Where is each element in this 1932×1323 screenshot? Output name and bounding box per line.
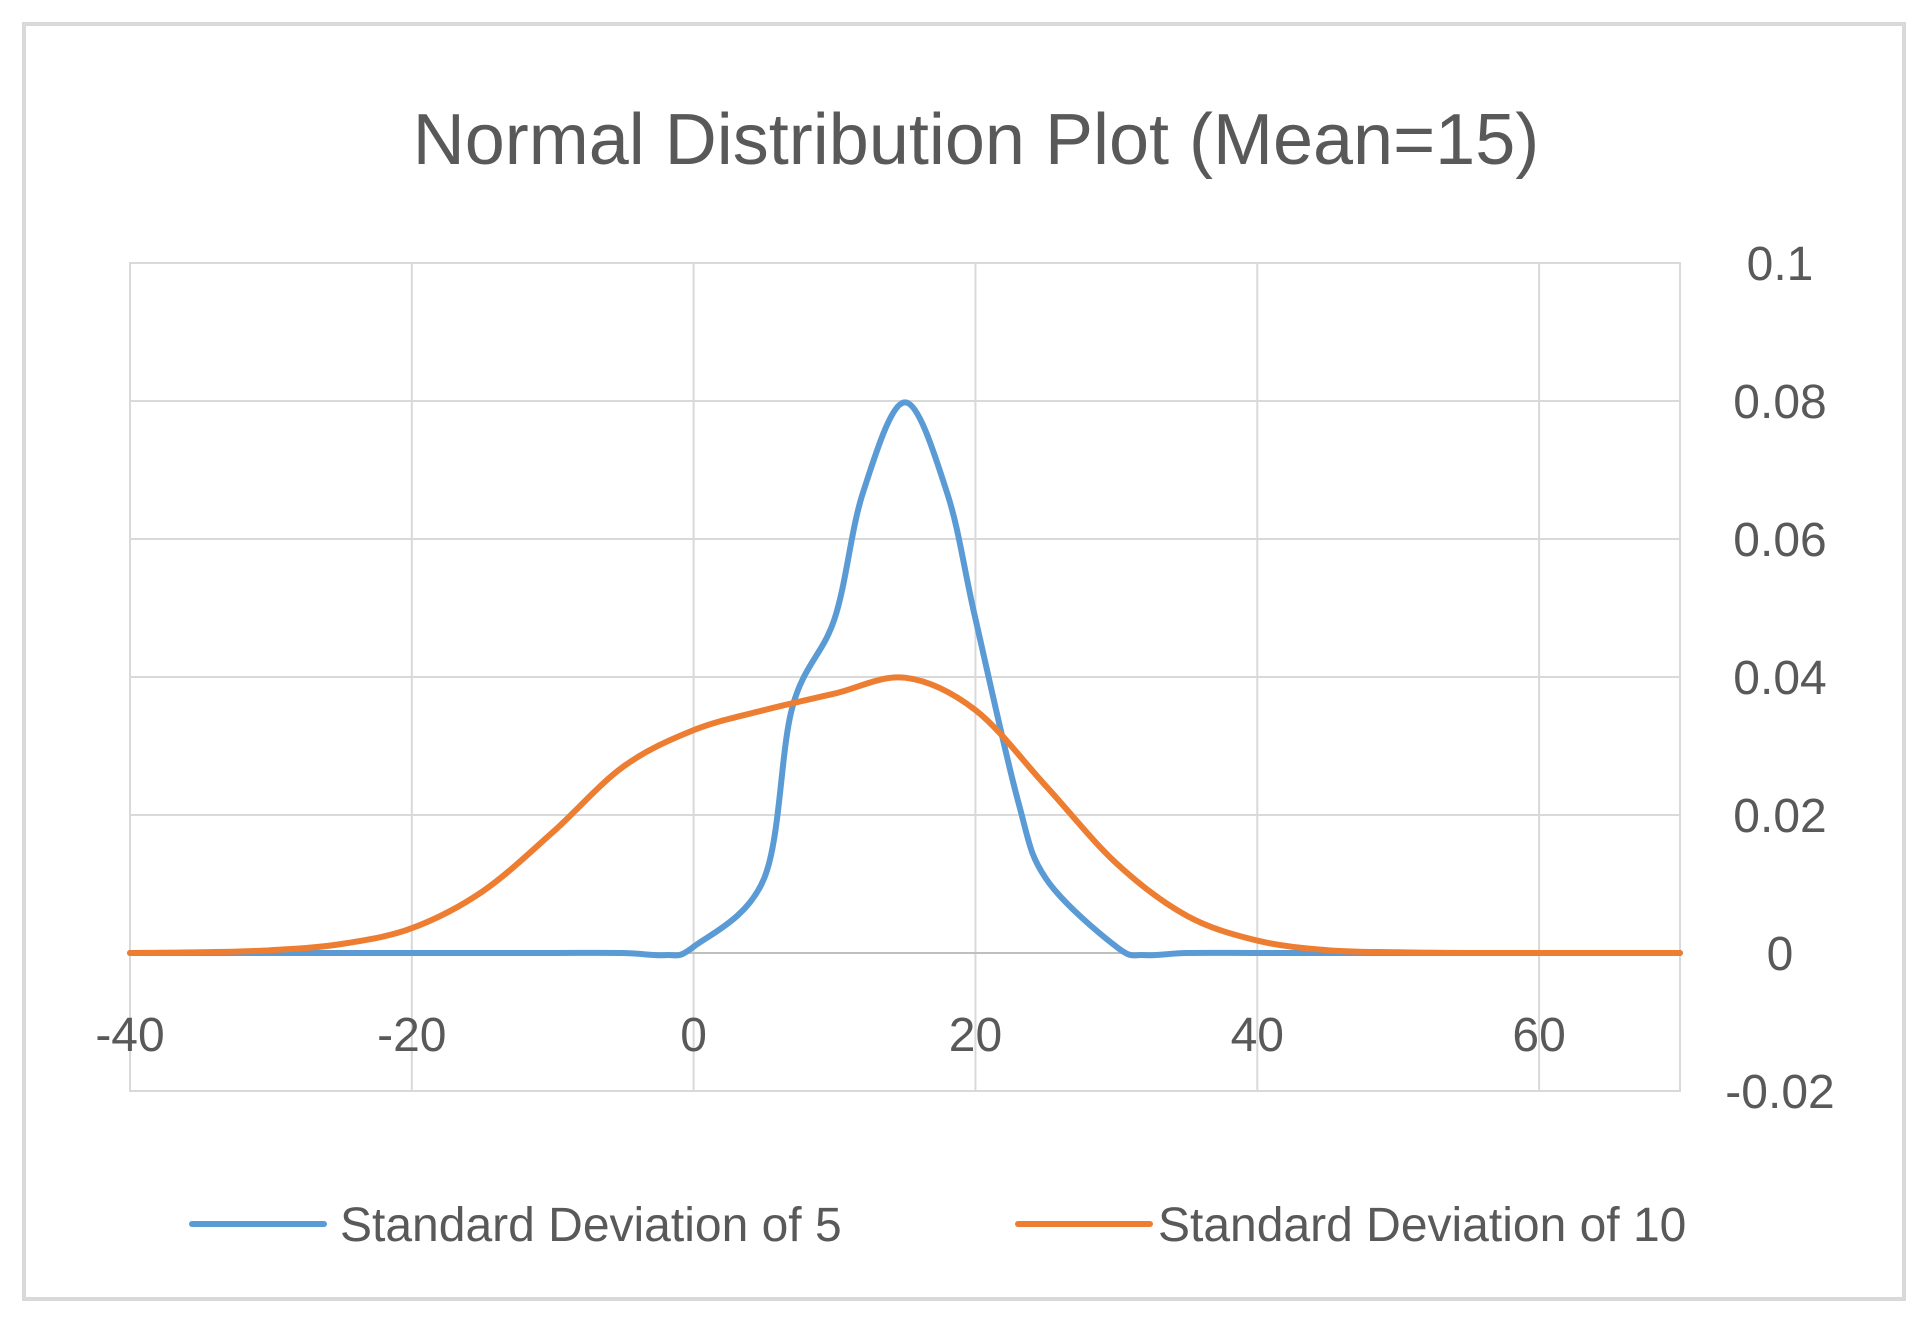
y-tick-label: 0 — [1767, 928, 1794, 981]
axis-layer: -40 -20 0 20 40 60 0.1 0.08 0.06 0.04 0.02 0 -0.02 — [95, 238, 1834, 1119]
y-tick-label: -0.02 — [1725, 1066, 1834, 1119]
legend: Standard Deviation of 5 Standard Deviatio… — [189, 1199, 1686, 1252]
chart-title: Normal Distribution Plot (Mean=15) — [413, 100, 1539, 180]
x-tick-label: -40 — [95, 1009, 164, 1062]
y-tick-label: 0.1 — [1747, 238, 1814, 291]
series-layer — [127, 399, 1683, 959]
x-tick-label: 60 — [1512, 1009, 1565, 1062]
y-tick-label: 0.02 — [1733, 790, 1826, 843]
y-tick-label: 0.04 — [1733, 652, 1826, 705]
y-tick-label: 0.06 — [1733, 514, 1826, 567]
chart-svg: Normal Distribution Plot (Mean=15) -40 -2… — [95, 100, 1834, 1252]
y-tick-label: 0.08 — [1733, 376, 1826, 429]
x-tick-label: 20 — [949, 1009, 1002, 1062]
legend-label-2: Standard Deviation of 10 — [1158, 1199, 1686, 1252]
x-tick-label: -20 — [377, 1009, 446, 1062]
x-tick-label: 0 — [680, 1009, 707, 1062]
series-line-2 — [127, 674, 1683, 957]
legend-label-1: Standard Deviation of 5 — [340, 1199, 842, 1252]
x-tick-label: 40 — [1231, 1009, 1284, 1062]
chart-frame: Normal Distribution Plot (Mean=15) -40 -2… — [22, 22, 1906, 1301]
